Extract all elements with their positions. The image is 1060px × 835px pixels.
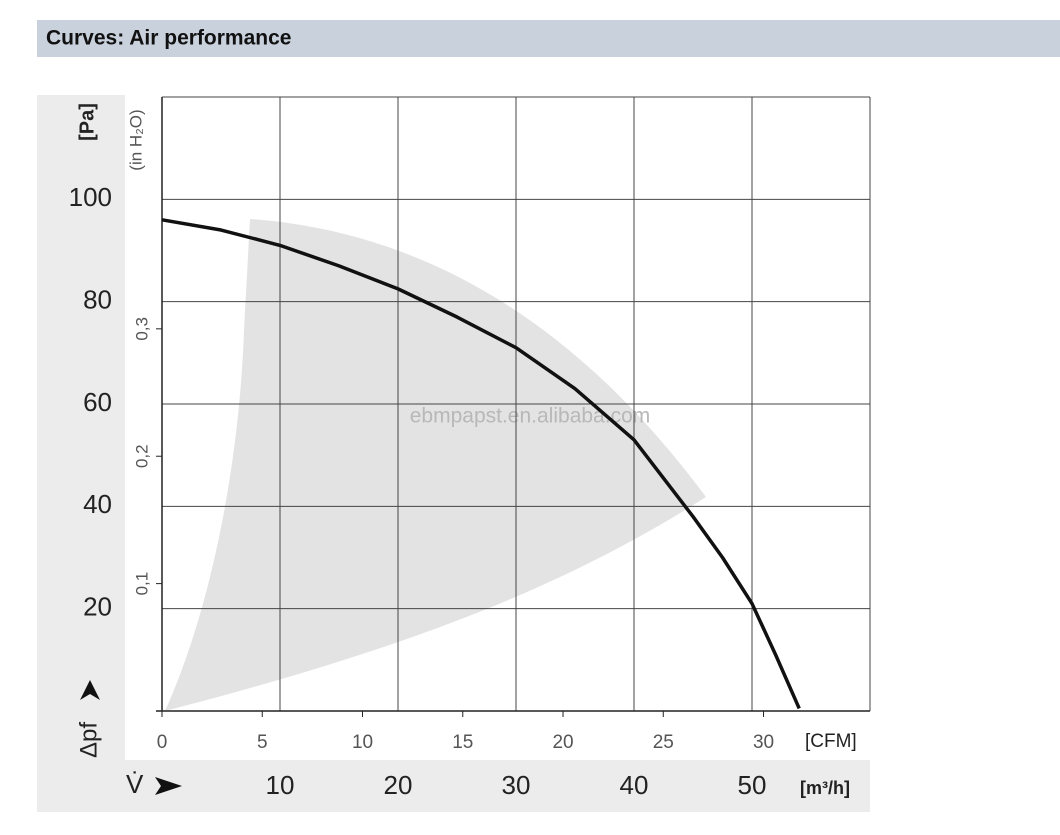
x-tick-label: 40 <box>620 770 649 800</box>
y-arrow <box>80 680 100 700</box>
x-symbol: V̇ <box>126 769 144 799</box>
fan-curve <box>161 218 801 710</box>
x-label: [m³/h] <box>800 778 850 798</box>
y-tick-label: 40 <box>83 489 112 519</box>
x-arrow <box>155 777 182 795</box>
watermark: ebmpapst.en.alibaba.com <box>410 405 651 428</box>
x2-tick-label: 25 <box>653 732 674 753</box>
y2-label: (in H₂O) <box>126 109 145 170</box>
x2-tick-label: 15 <box>452 732 473 753</box>
x2-tick-label: 30 <box>753 732 774 753</box>
x2-tick-label: 0 <box>157 732 168 753</box>
x2-tick-label: 20 <box>552 732 573 753</box>
x2-tick-label: 5 <box>257 732 268 753</box>
y2-tick-label: 0,3 <box>132 317 151 341</box>
x-tick-label: 10 <box>266 770 295 800</box>
x-tick-label: 50 <box>738 770 767 800</box>
x-tick-label: 30 <box>502 770 531 800</box>
x2-label: [CFM] <box>805 731 857 752</box>
x2-tick-label: 10 <box>352 732 373 753</box>
chart-title: Curves: Air performance <box>46 27 291 50</box>
y-symbol: Δpf <box>75 722 102 758</box>
operating-range <box>165 219 706 711</box>
y-label: [Pa] <box>76 103 98 141</box>
y-tick-label: 80 <box>83 285 112 315</box>
y-tick-label: 60 <box>83 387 112 417</box>
header-bar <box>37 20 1060 57</box>
y-axis-panel <box>37 95 125 812</box>
y-tick-label: 100 <box>69 182 112 212</box>
x-tick-label: 20 <box>384 770 413 800</box>
y2-tick-label: 0,2 <box>132 444 151 468</box>
y2-tick-label: 0,1 <box>132 572 151 596</box>
y-tick-label: 20 <box>83 592 112 622</box>
